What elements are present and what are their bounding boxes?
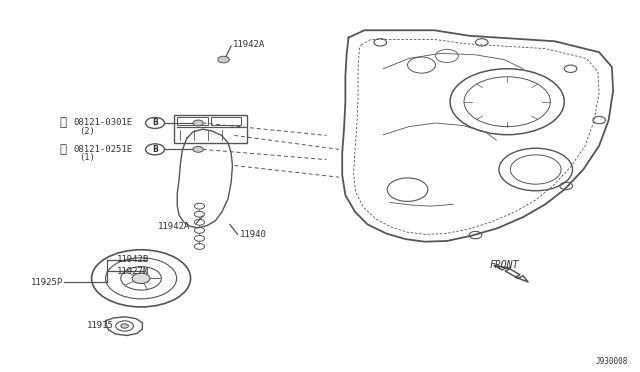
Text: Ⓑ: Ⓑ (60, 116, 67, 129)
Text: 11942B: 11942B (117, 255, 149, 264)
Text: (1): (1) (79, 153, 95, 162)
Text: B: B (152, 118, 158, 128)
Text: (2): (2) (79, 127, 95, 136)
Text: 08121-0301E: 08121-0301E (74, 118, 133, 128)
Text: 11915: 11915 (86, 321, 113, 330)
Text: 11940: 11940 (239, 230, 266, 239)
Text: 08121-0251E: 08121-0251E (74, 145, 133, 154)
Polygon shape (495, 266, 528, 282)
Text: B: B (152, 145, 158, 154)
Circle shape (121, 324, 129, 328)
Circle shape (193, 147, 204, 152)
Bar (211, 117, 241, 125)
Text: 11925P: 11925P (31, 278, 63, 286)
Text: FRONT: FRONT (490, 260, 520, 270)
Circle shape (218, 56, 229, 63)
Text: 11927N: 11927N (117, 266, 149, 276)
Text: 11942A: 11942A (232, 40, 265, 49)
Bar (177, 117, 208, 125)
Text: 11942A: 11942A (158, 222, 191, 231)
Circle shape (132, 273, 150, 283)
Text: J930008: J930008 (595, 357, 628, 366)
Text: Ⓑ: Ⓑ (60, 143, 67, 156)
Circle shape (193, 120, 204, 126)
Bar (174, 115, 247, 143)
